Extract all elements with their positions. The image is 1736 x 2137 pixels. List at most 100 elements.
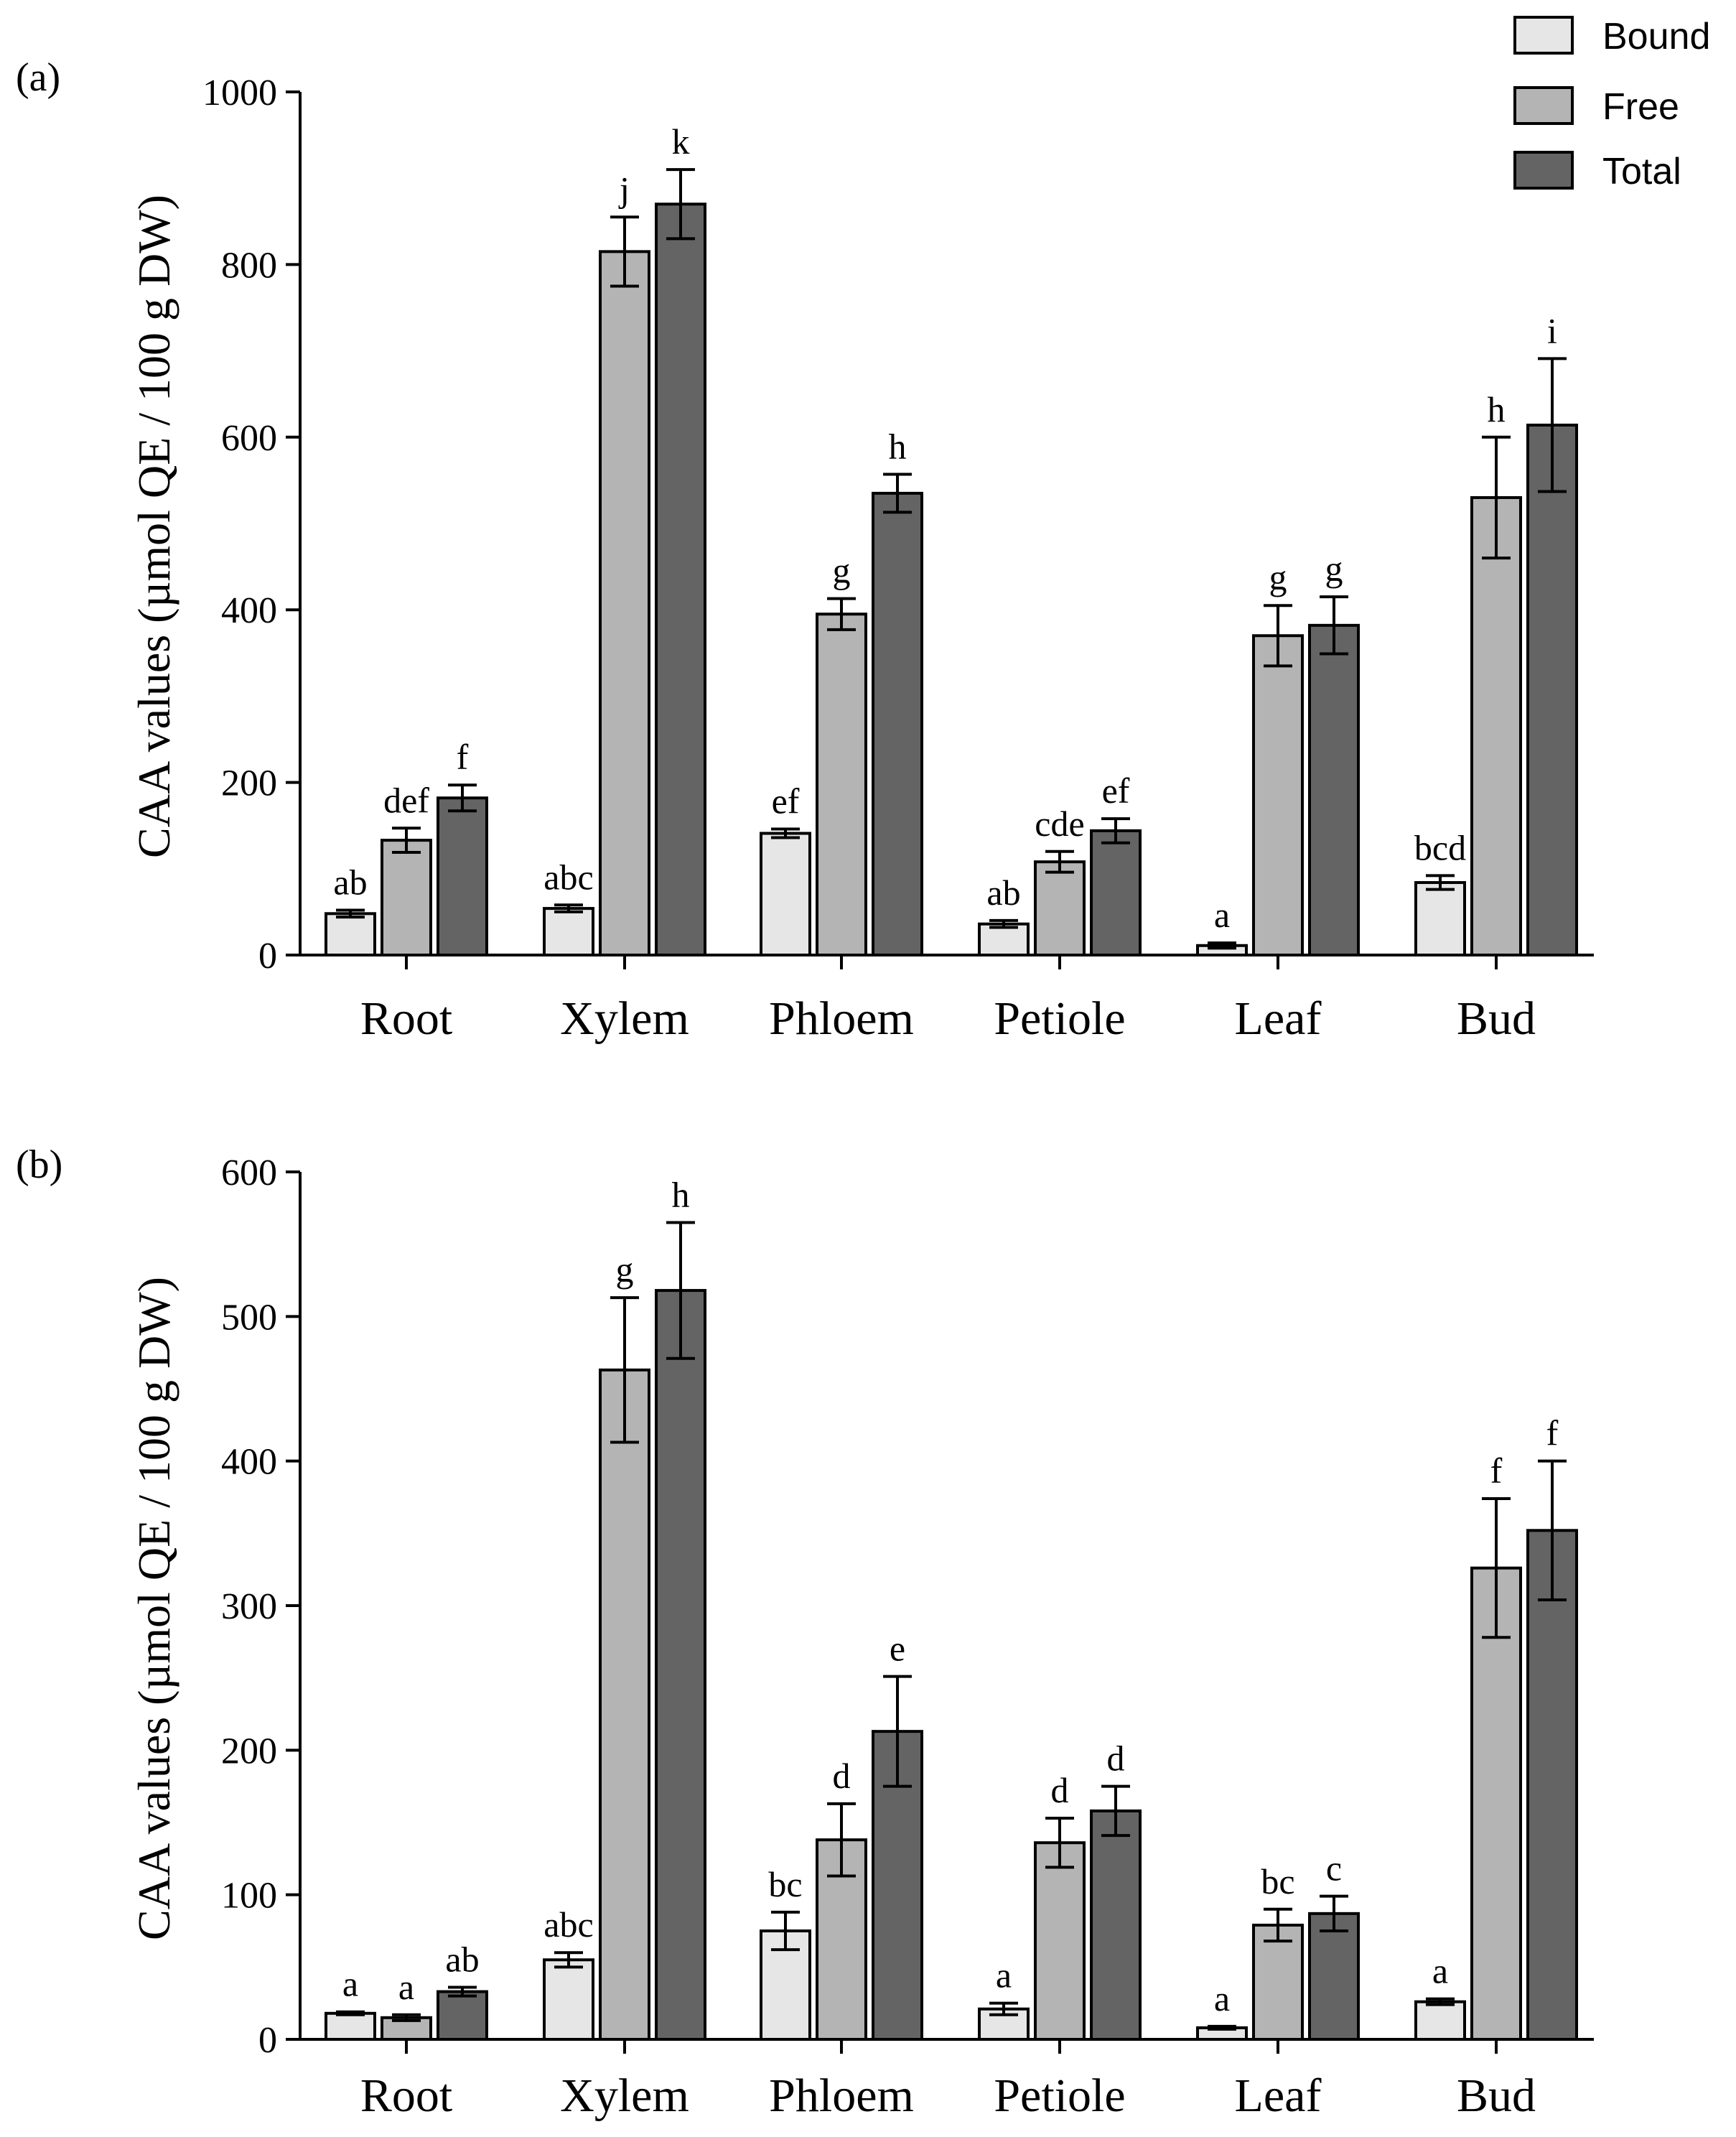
bar-total-b [1526,1529,1578,2041]
y-tick-label-b: 600 [221,1153,277,1193]
significance-letter-free-b: bc [1261,1861,1294,1901]
category-label-a: Phloem [769,992,914,1045]
significance-letter-bound-a: abc [543,857,593,897]
significance-letter-free-b: a [398,1967,414,2007]
bar-free-a [1034,860,1086,956]
significance-letter-total-a: i [1547,310,1557,350]
significance-letter-free-b: d [1051,1770,1069,1810]
significance-letter-bound-a: ab [986,872,1020,913]
y-tick-label-b: 400 [221,1442,277,1483]
y-tick-label-b: 300 [221,1586,277,1627]
bar-free-a [1252,634,1304,956]
bar-total-b [655,1289,706,2041]
significance-letter-free-a: def [383,780,429,820]
y-axis-label-a: CAA values (µmol QE / 100 g DW) [129,195,179,858]
significance-letter-bound-a: a [1214,895,1230,935]
category-label-b: Xylem [560,2070,689,2122]
significance-letter-free-a: h [1488,389,1506,429]
category-label-b: Bud [1457,2070,1536,2122]
y-tick-label-b: 200 [221,1731,277,1771]
bar-free-a [599,250,650,956]
significance-letter-bound-b: a [1214,1978,1230,2019]
panel-label-a: (a) [16,55,60,100]
bar-free-b [1470,1566,1522,2041]
significance-letter-total-a: h [889,426,907,466]
significance-letter-bound-b: a [1432,1951,1448,1991]
y-tick-label-a: 0 [258,936,277,977]
significance-letter-total-b: h [672,1174,690,1214]
bar-total-b [1308,1912,1360,2041]
significance-letter-free-a: j [618,169,630,209]
bar-total-a [1526,423,1578,956]
legend-label-free: Free [1602,86,1679,128]
significance-letter-free-b: f [1490,1451,1503,1491]
category-label-b: Petiole [994,2070,1125,2122]
bar-free-b [1252,1923,1304,2041]
category-label-b: Phloem [769,2070,914,2122]
significance-letter-bound-b: a [996,1955,1012,1996]
significance-letter-bound-b: a [342,1964,358,2004]
category-label-a: Petiole [994,992,1125,1045]
bar-bound-b [543,1958,594,2041]
y-tick-label-b: 500 [221,1297,277,1338]
significance-letter-bound-b: abc [543,1904,593,1945]
bar-total-a [872,491,923,956]
significance-letter-total-a: k [672,121,690,162]
bar-free-b [1034,1841,1086,2041]
y-tick-label-a: 200 [221,763,277,804]
category-label-a: Leaf [1235,992,1322,1045]
bar-free-a [1470,495,1522,956]
significance-letter-bound-a: ef [772,781,800,821]
category-label-a: Root [360,992,452,1045]
significance-letter-total-a: f [457,737,469,777]
y-tick-label-a: 600 [221,418,277,459]
panel-b: (b) CAA values (µmol QE / 100 g DW) 0 100… [16,1142,1594,2122]
significance-letter-free-b: g [616,1249,634,1290]
significance-letter-free-a: g [1269,557,1287,597]
legend-swatch-free [1513,86,1574,125]
legend-item-total: Total [1513,151,1681,192]
category-label-b: Root [360,2070,452,2122]
bar-free-a [381,839,432,957]
legend-label-bound: Bound [1602,16,1710,57]
bar-free-a [816,613,867,957]
legend-swatch-total [1513,151,1574,190]
bar-total-a [655,202,706,956]
significance-letter-bound-a: bcd [1414,827,1466,867]
y-tick-label-b: 0 [258,2020,277,2061]
panel-a: (a) CAA values (µmol QE / 100 g DW) 0 200… [16,55,1594,1045]
significance-letter-bound-a: ab [333,862,367,902]
bar-bound-a [1414,881,1466,956]
significance-letter-total-b: c [1326,1848,1342,1889]
panel-label-b: (b) [16,1142,62,1187]
legend: Bound Free Total [1513,16,1710,192]
significance-letter-free-a: cde [1035,804,1084,844]
y-axis-label-b: CAA values (µmol QE / 100 g DW) [129,1277,179,1940]
bar-total-b [1090,1809,1142,2041]
y-tick-label-a: 400 [221,590,277,631]
bar-bound-a [543,907,594,957]
significance-letter-total-a: g [1325,549,1343,589]
bar-free-b [599,1368,650,2041]
bar-total-b [437,1990,488,2041]
legend-item-bound: Bound [1513,16,1710,57]
significance-letter-total-b: ab [445,1940,479,1980]
significance-letter-total-b: d [1107,1738,1125,1779]
category-label-a: Xylem [560,992,689,1045]
category-label-b: Leaf [1235,2070,1322,2122]
legend-item-free: Free [1513,86,1679,128]
significance-letter-total-a: ef [1102,770,1130,811]
bar-bound-b [325,2011,376,2041]
bar-total-a [1090,829,1142,956]
bar-bound-a [760,832,811,956]
significance-letter-bound-b: bc [768,1864,802,1904]
y-tick-label-a: 1000 [202,73,277,113]
significance-letter-total-b: e [890,1629,905,1669]
y-tick-label-b: 100 [221,1876,277,1917]
bar-total-a [1308,623,1360,956]
significance-letter-free-a: g [833,551,851,591]
y-tick-label-a: 800 [221,245,277,286]
bar-bound-b [1414,2000,1466,2041]
significance-letter-total-b: f [1546,1413,1559,1453]
